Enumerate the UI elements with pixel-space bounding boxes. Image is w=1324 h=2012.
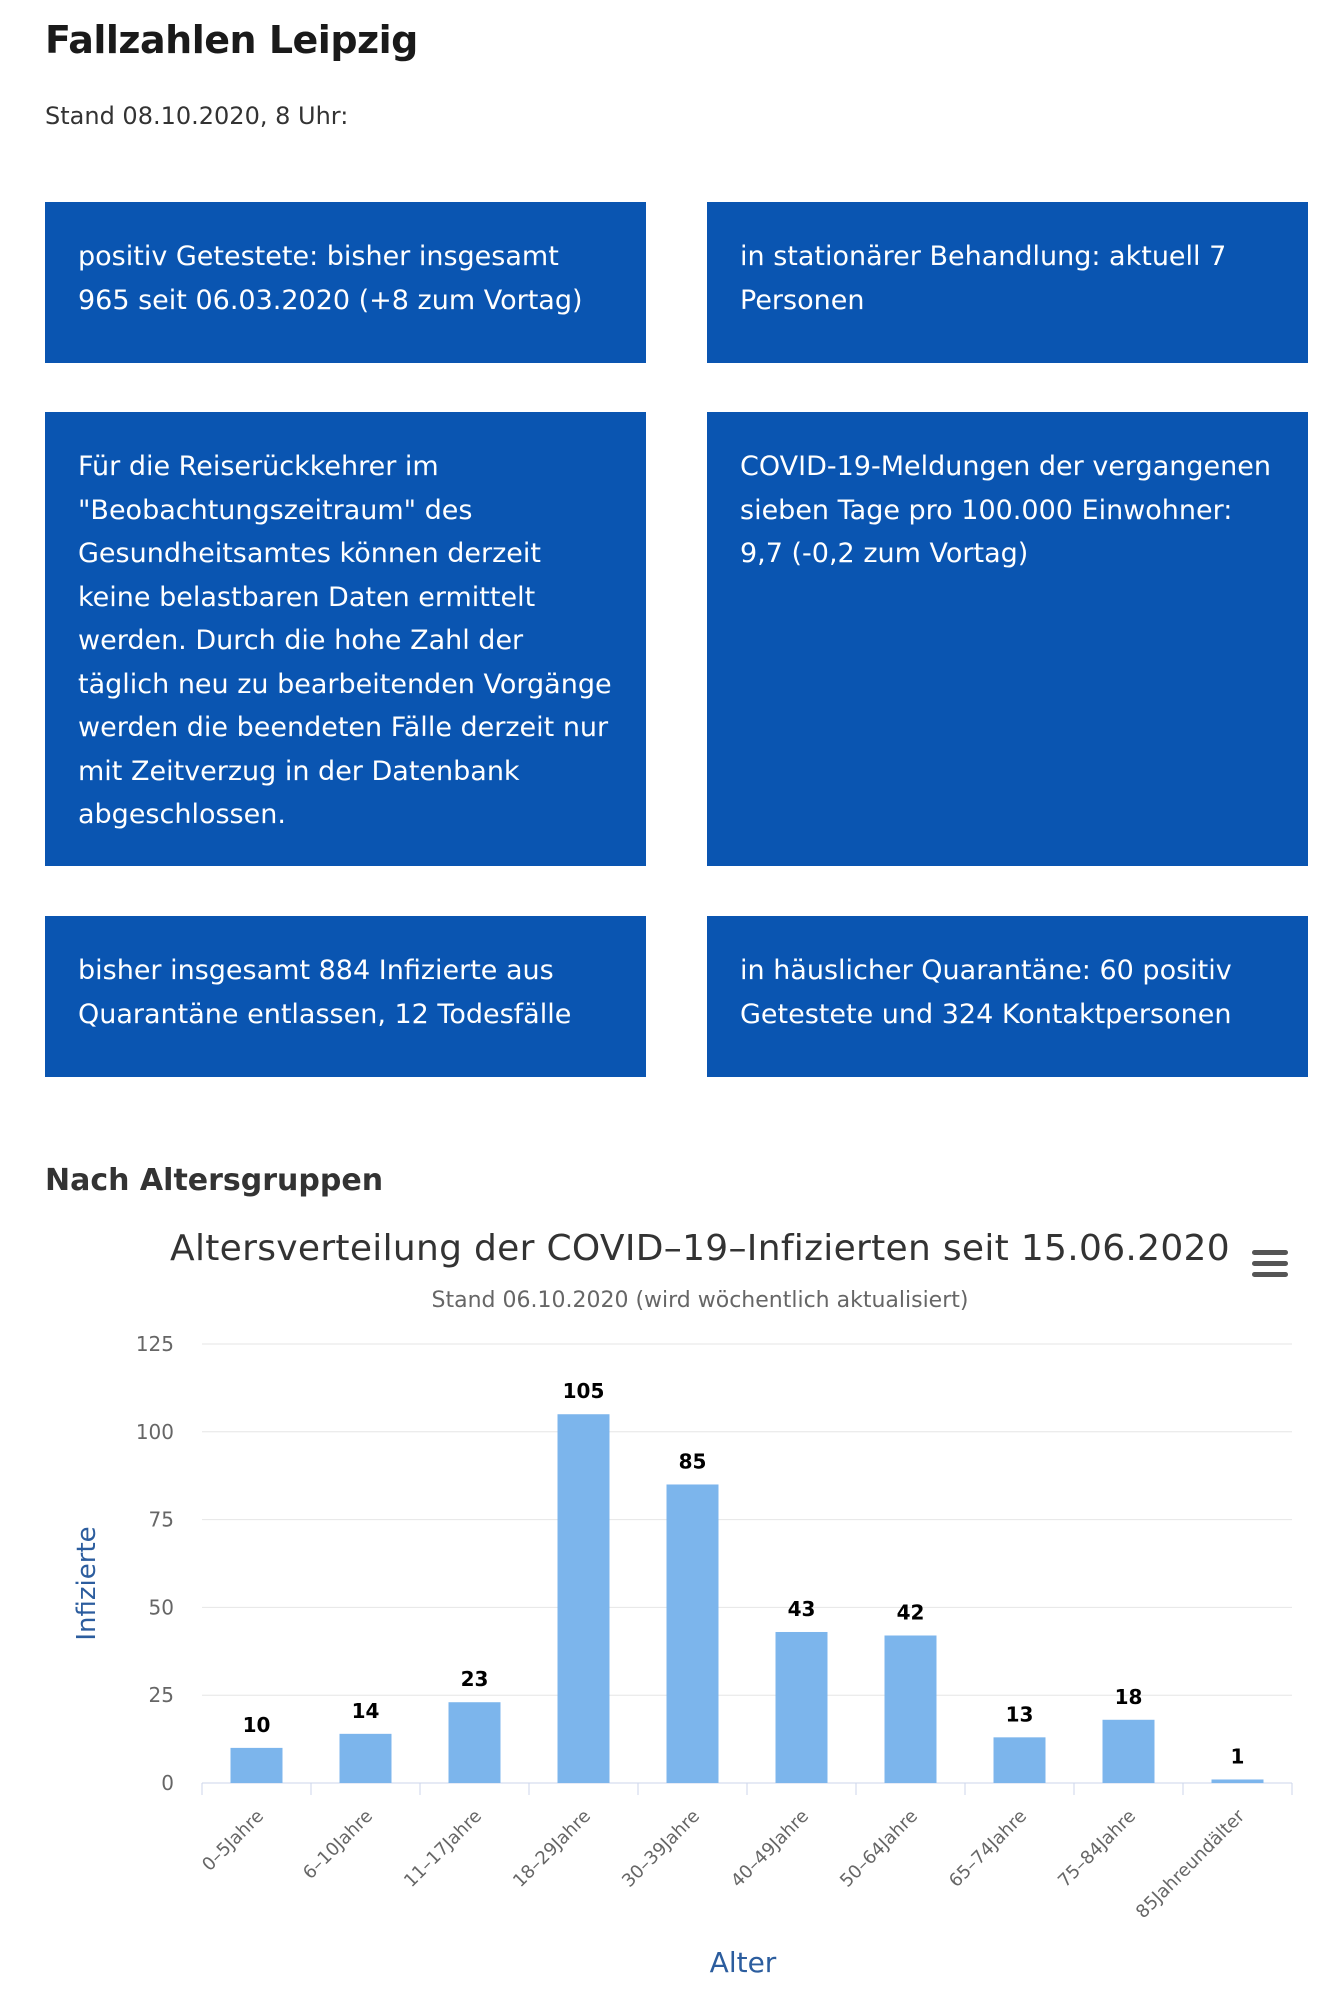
x-tick-label: 30–39Jahre bbox=[618, 1806, 704, 1892]
y-tick-label: 75 bbox=[149, 1508, 174, 1532]
x-tick-label: 6–10Jahre bbox=[299, 1806, 377, 1884]
hamburger-menu-icon[interactable] bbox=[1252, 1250, 1288, 1280]
bar bbox=[557, 1414, 610, 1783]
info-box-home-quarantine: in häuslicher Quarantäne: 60 positiv Get… bbox=[707, 916, 1308, 1077]
info-box-travel-returnees: Für die Reiserückkehrer im "Beobachtungs… bbox=[45, 412, 646, 866]
data-label: 85 bbox=[679, 1449, 707, 1473]
age-distribution-chart: 0 25 50 75 100 125 10 0–5Jahre 14 6–10Jahre 23 11–1… bbox=[72, 1332, 1293, 1979]
x-axis-title: Alter bbox=[710, 1946, 777, 1979]
data-label: 23 bbox=[461, 1667, 489, 1691]
bar bbox=[448, 1702, 501, 1783]
data-label: 14 bbox=[352, 1699, 380, 1723]
data-label: 43 bbox=[788, 1597, 816, 1621]
data-label: 18 bbox=[1115, 1685, 1143, 1709]
chart-title: Altersverteilung der COVID–19–Infizierte… bbox=[170, 1228, 1230, 1269]
bar bbox=[666, 1484, 719, 1783]
menu-line bbox=[1252, 1272, 1288, 1277]
data-label: 13 bbox=[1006, 1702, 1034, 1726]
menu-line bbox=[1252, 1250, 1288, 1255]
x-tick-label: 40–49Jahre bbox=[727, 1806, 813, 1892]
menu-line bbox=[1252, 1261, 1288, 1266]
y-axis-title: Infizierte bbox=[72, 1526, 102, 1640]
y-tick-label: 50 bbox=[149, 1595, 174, 1619]
x-tick-label: 18–29Jahre bbox=[509, 1806, 595, 1892]
info-box-hospitalized: in stationärer Behandlung: aktuell 7 Per… bbox=[707, 202, 1308, 363]
data-label: 105 bbox=[563, 1379, 605, 1403]
info-box-positive-tested: positiv Getestete: bisher insgesamt 965 … bbox=[45, 202, 646, 363]
info-box-recovered-deaths: bisher insgesamt 884 Infizierte aus Quar… bbox=[45, 916, 646, 1077]
y-tick-label: 100 bbox=[136, 1420, 174, 1444]
bar bbox=[1102, 1719, 1155, 1783]
x-tick-label: 0–5Jahre bbox=[198, 1806, 268, 1876]
chart-subtitle: Stand 06.10.2020 (wird wöchentlich aktua… bbox=[431, 1288, 969, 1313]
x-tick-label: 50–64Jahre bbox=[836, 1806, 922, 1892]
bar bbox=[230, 1747, 283, 1783]
x-tick-label: 65–74Jahre bbox=[945, 1806, 1031, 1892]
y-tick-label: 125 bbox=[136, 1332, 174, 1356]
bar bbox=[993, 1737, 1046, 1783]
bar bbox=[339, 1733, 392, 1783]
data-label: 10 bbox=[243, 1713, 271, 1737]
data-label: 42 bbox=[897, 1600, 925, 1624]
x-tick-label: 11–17Jahre bbox=[400, 1806, 486, 1892]
x-tick-label: 75–84Jahre bbox=[1054, 1806, 1140, 1892]
page-title: Fallzahlen Leipzig bbox=[45, 18, 418, 62]
x-tick-label: 85Jahreundälter bbox=[1132, 1805, 1249, 1922]
y-tick-label: 25 bbox=[149, 1683, 174, 1707]
bar bbox=[884, 1635, 937, 1783]
info-box-seven-day-incidence: COVID-19-Meldungen der vergangenen siebe… bbox=[707, 412, 1308, 866]
section-title-age-groups: Nach Altersgruppen bbox=[45, 1163, 384, 1198]
bar bbox=[775, 1631, 828, 1783]
stand-date: Stand 08.10.2020, 8 Uhr: bbox=[45, 102, 349, 130]
data-label: 1 bbox=[1231, 1744, 1245, 1768]
bar bbox=[1211, 1779, 1264, 1783]
y-tick-label: 0 bbox=[161, 1771, 174, 1795]
